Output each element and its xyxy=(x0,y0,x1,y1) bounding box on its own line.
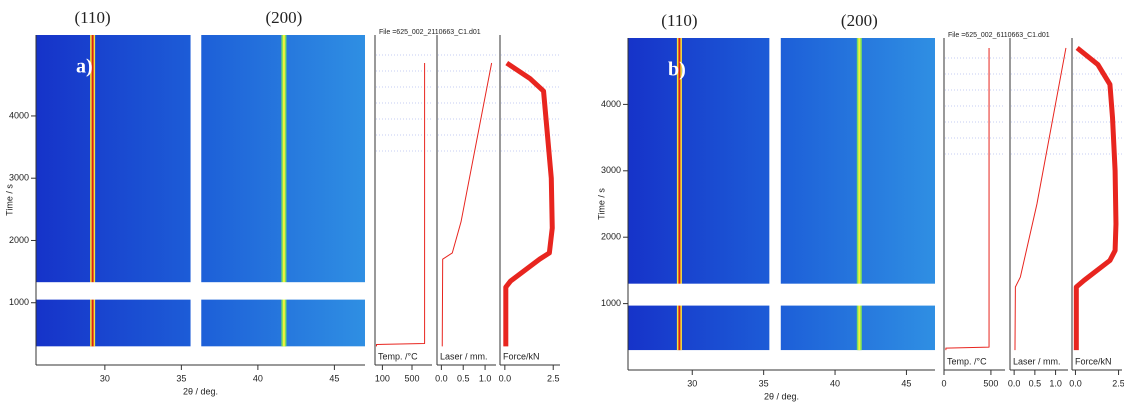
x-axis-label: Laser / mm. xyxy=(1013,356,1061,366)
y-axis-label: Time / s xyxy=(596,188,606,220)
y-tick-label: 4000 xyxy=(9,110,29,120)
trace xyxy=(503,60,555,347)
file-label: File =625_002_6110663_C1.d01 xyxy=(948,32,1050,39)
x-tick-label: 30 xyxy=(687,378,697,388)
y-tick-label: 4000 xyxy=(601,99,621,109)
x-tick-label: 35 xyxy=(176,373,186,383)
x-axis-label: Laser / mm. xyxy=(440,351,488,361)
trace xyxy=(375,63,426,347)
x-tick-label: 0.5 xyxy=(1029,378,1042,388)
y-tick-label: 1000 xyxy=(9,297,29,307)
y-tick-label: 1000 xyxy=(601,298,621,308)
x-tick-label: 0.0 xyxy=(499,373,512,383)
x-tick-label: 0 xyxy=(941,378,946,388)
y-axis-label: Time / s xyxy=(4,184,14,216)
y-tick-label: 2000 xyxy=(601,232,621,242)
x-tick-label: 0.5 xyxy=(457,373,470,383)
peak-label: (200) xyxy=(841,11,878,30)
panel-label: b) xyxy=(668,59,686,81)
peak-label: (110) xyxy=(75,8,111,27)
y-tick-label: 3000 xyxy=(601,165,621,175)
x-tick-label: 45 xyxy=(329,373,339,383)
x-tick-label: 100 xyxy=(375,373,390,383)
x-axis-label: 2θ / deg. xyxy=(183,386,218,396)
x-axis-label: Force/kN xyxy=(1075,356,1112,366)
x-axis-label: Temp. /°C xyxy=(947,356,987,366)
trace xyxy=(441,62,493,347)
x-tick-label: 500 xyxy=(404,373,419,383)
x-tick-label: 0.0 xyxy=(435,373,448,383)
x-tick-label: 2.5 xyxy=(547,373,560,383)
x-axis-label: Temp. /°C xyxy=(378,351,418,361)
x-tick-label: 30 xyxy=(100,373,110,383)
x-tick-label: 40 xyxy=(830,378,840,388)
x-tick-label: 500 xyxy=(983,378,998,388)
y-tick-label: 2000 xyxy=(9,235,29,245)
x-tick-label: 0.0 xyxy=(1008,378,1021,388)
x-tick-label: 1.0 xyxy=(479,373,492,383)
angle-gap xyxy=(769,38,781,370)
x-tick-label: 1.0 xyxy=(1049,378,1062,388)
panel-label: a) xyxy=(76,56,93,78)
x-axis-label: 2θ / deg. xyxy=(764,391,799,401)
x-tick-label: 45 xyxy=(901,378,911,388)
peak-label: (110) xyxy=(661,11,697,30)
trace xyxy=(945,47,990,351)
trace xyxy=(1014,47,1067,351)
peak-label: (200) xyxy=(265,8,302,27)
x-tick-label: 40 xyxy=(253,373,263,383)
x-tick-label: 2.5 xyxy=(1112,378,1124,388)
x-axis-label: Force/kN xyxy=(503,351,540,361)
x-tick-label: 0.0 xyxy=(1069,378,1082,388)
angle-gap xyxy=(190,35,202,365)
x-tick-label: 35 xyxy=(759,378,769,388)
y-tick-label: 3000 xyxy=(9,173,29,183)
time-gap xyxy=(628,283,935,306)
file-label: File =625_002_2110663_C1.d01 xyxy=(379,29,481,36)
trace xyxy=(1073,46,1119,351)
